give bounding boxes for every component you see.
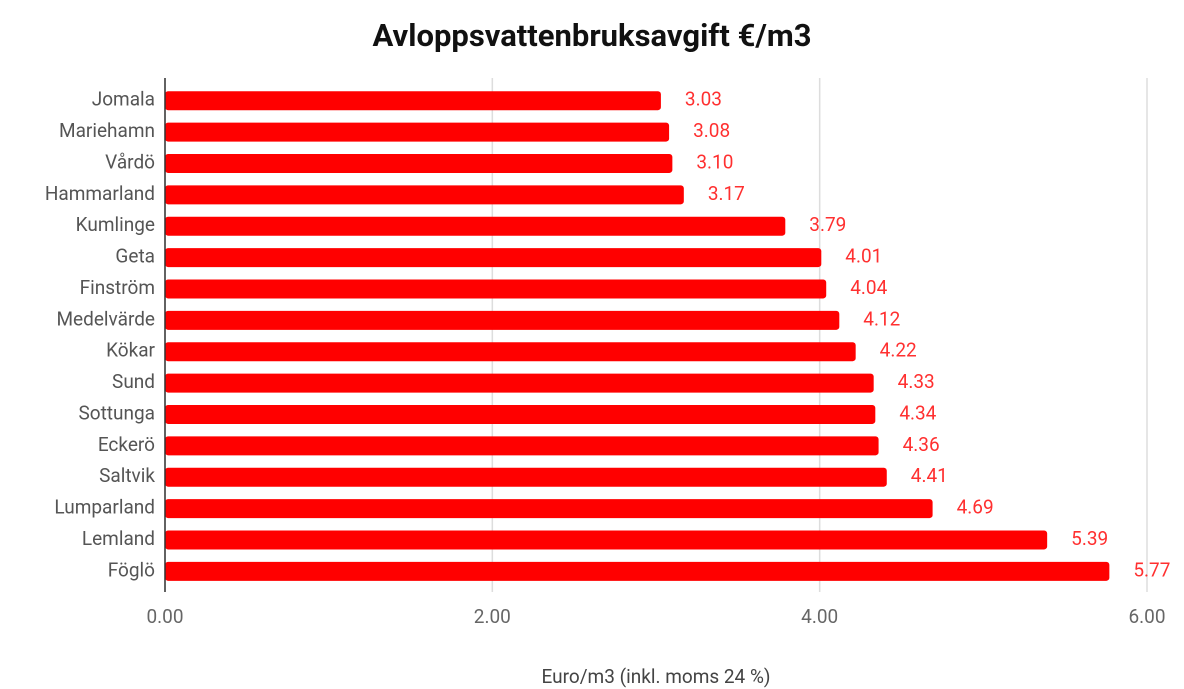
bar: [165, 122, 670, 142]
x-tick-label: 0.00: [146, 605, 183, 628]
y-tick-label: Medelvärde: [56, 307, 155, 330]
y-tick-label: Lumparland: [54, 496, 155, 519]
bar: [165, 216, 786, 236]
bar: [165, 467, 887, 487]
value-label: 3.17: [708, 182, 745, 205]
value-label: 3.79: [809, 213, 846, 236]
value-label: 4.04: [850, 276, 887, 299]
value-label: 4.69: [957, 496, 994, 519]
value-label: 4.12: [863, 307, 900, 330]
bar: [165, 342, 856, 362]
value-label: 4.41: [911, 464, 948, 487]
bar: [165, 248, 822, 268]
y-tick-label: Eckerö: [98, 433, 155, 456]
y-tick-label: Kökar: [106, 339, 155, 362]
y-tick-label: Finström: [80, 276, 155, 299]
value-label: 5.77: [1133, 558, 1170, 581]
y-tick-label: Jomala: [92, 88, 155, 111]
bar: [165, 153, 673, 173]
y-tick-label: Geta: [115, 245, 155, 268]
value-label: 3.08: [693, 119, 730, 142]
x-axis-label: Euro/m3 (inkl. moms 24 %): [542, 665, 771, 688]
value-label: 4.34: [899, 401, 936, 424]
y-tick-label: Lemland: [82, 527, 155, 550]
bar: [165, 499, 933, 519]
x-tick-label: 4.00: [801, 605, 838, 628]
x-tick-label: 6.00: [1128, 605, 1165, 628]
y-tick-label: Vårdö: [105, 150, 155, 173]
bar: [165, 310, 840, 330]
x-tick-label: 2.00: [474, 605, 511, 628]
value-label: 4.36: [903, 433, 940, 456]
bar: [165, 436, 879, 456]
bar: [165, 91, 661, 111]
bar: [165, 561, 1110, 581]
value-label: 4.33: [898, 370, 935, 393]
value-label: 3.10: [696, 150, 733, 173]
value-label: 4.22: [880, 339, 917, 362]
y-tick-label: Sund: [112, 370, 155, 393]
y-tick-label: Hammarland: [45, 182, 155, 205]
bar: [165, 404, 876, 424]
bar: [165, 279, 827, 299]
bar: [165, 530, 1048, 550]
y-tick-label: Saltvik: [99, 464, 155, 487]
y-tick-label: Sottunga: [78, 401, 155, 424]
value-label: 4.01: [845, 245, 882, 268]
bar: [165, 373, 874, 393]
y-tick-label: Mariehamn: [59, 119, 155, 142]
value-label: 5.39: [1071, 527, 1108, 550]
y-tick-label: Kumlinge: [76, 213, 155, 236]
bar: [165, 185, 684, 205]
value-label: 3.03: [685, 88, 722, 111]
chart-title: Avloppsvattenbruksavgift €/m3: [372, 17, 811, 54]
y-tick-label: Föglö: [108, 558, 155, 581]
